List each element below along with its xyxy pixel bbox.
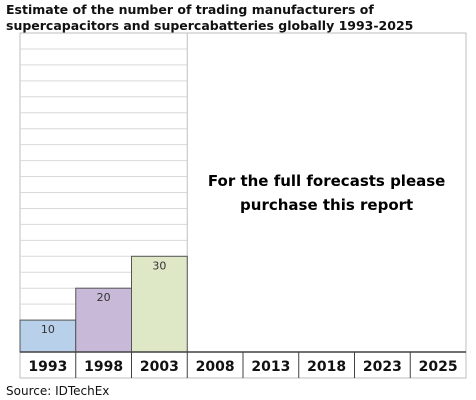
bar-1993 xyxy=(19,319,77,353)
source-note: Source: IDTechEx xyxy=(6,384,110,398)
x-tick-label: 2013 xyxy=(251,359,290,375)
bar-value-label: 30 xyxy=(152,259,166,272)
chart-title: Estimate of the number of trading manufa… xyxy=(6,2,414,33)
x-tick-label: 1993 xyxy=(28,359,67,375)
x-tick-label: 2003 xyxy=(140,359,179,375)
x-tick-label: 2008 xyxy=(196,359,235,375)
x-tick-label: 2023 xyxy=(363,359,402,375)
bar-2003 xyxy=(131,255,188,353)
overlay-note: For the full forecasts please purchase th… xyxy=(208,172,445,214)
overlay-text-line: For the full forecasts please xyxy=(208,172,445,190)
bar-value-label: 10 xyxy=(41,323,55,336)
bar-value-label: 20 xyxy=(97,291,111,304)
overlay-text-line: purchase this report xyxy=(240,196,413,214)
x-axis: 1993 1998 2003 2008 2013 2018 2023 2025 xyxy=(20,351,466,378)
x-tick-label: 2025 xyxy=(419,359,458,375)
x-tick-label: 1998 xyxy=(84,359,123,375)
x-tick-label: 2018 xyxy=(307,359,346,375)
